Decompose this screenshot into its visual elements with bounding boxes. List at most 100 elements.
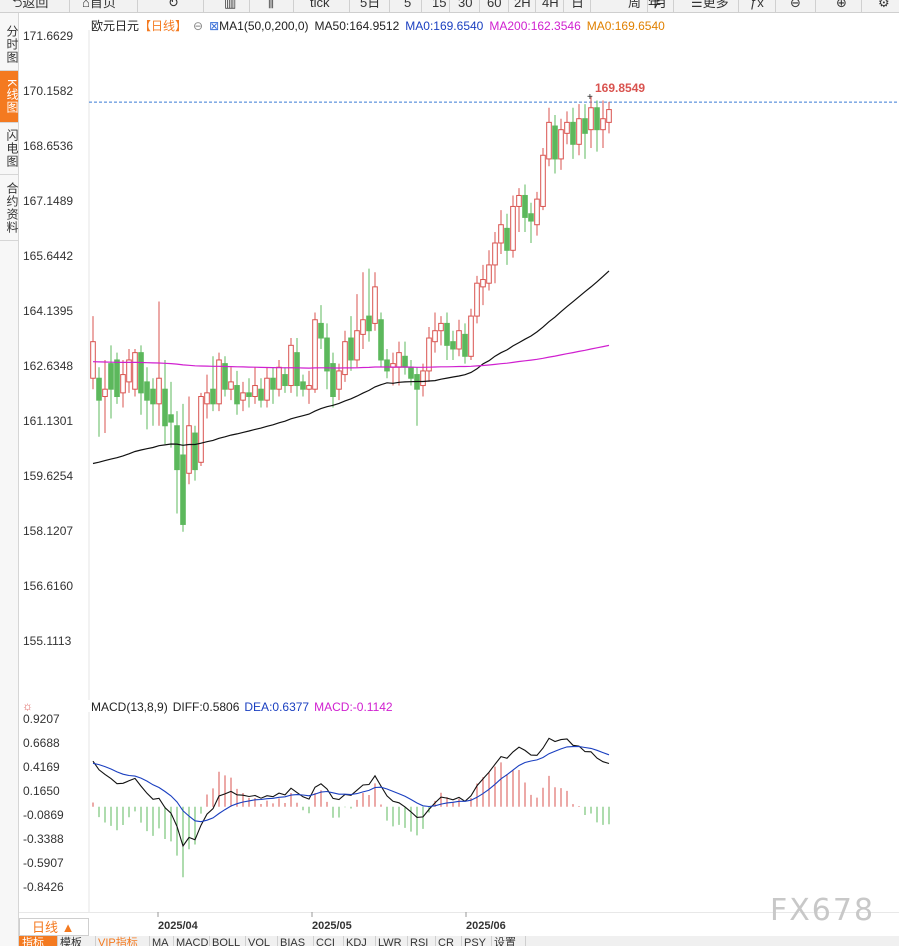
candle-up-body bbox=[306, 385, 312, 390]
period-week[interactable]: 周 bbox=[624, 0, 648, 12]
indicator-tab[interactable]: MACD bbox=[173, 936, 210, 946]
candle-up-body bbox=[312, 319, 318, 390]
candle bbox=[588, 96, 594, 148]
indicator-tab[interactable]: KDJ bbox=[343, 936, 376, 946]
period-15[interactable]: 15 bbox=[428, 0, 450, 12]
candle bbox=[108, 345, 114, 419]
candle bbox=[336, 363, 342, 401]
candle-down-body bbox=[318, 322, 324, 339]
indicator-tab[interactable]: RSI bbox=[407, 936, 436, 946]
macd-axis-label: -0.0869 bbox=[23, 808, 64, 822]
symbol-name: 欧元日元 bbox=[91, 19, 140, 33]
candle-down-body bbox=[300, 381, 306, 390]
candle bbox=[468, 308, 474, 360]
indicator-tab[interactable]: LWR bbox=[375, 936, 408, 946]
candle-down-body bbox=[378, 319, 384, 361]
candle bbox=[246, 378, 252, 408]
price-axis-label: 171.6629 bbox=[23, 30, 73, 43]
more-button[interactable]: ☰更多 bbox=[687, 0, 739, 12]
home-icon: ⌂ bbox=[82, 0, 90, 10]
back-button[interactable]: ⮌返回 bbox=[8, 0, 70, 12]
indicator-icon[interactable]: ⊠ bbox=[209, 19, 220, 33]
formula-button[interactable]: ƒx bbox=[746, 0, 776, 12]
candle-up-body bbox=[360, 319, 366, 335]
indicator-tab[interactable]: CCI bbox=[313, 936, 344, 946]
candle bbox=[330, 352, 336, 408]
indicator-tab[interactable]: 设置 bbox=[491, 936, 526, 946]
candle bbox=[252, 367, 258, 404]
period-year[interactable]: 年 bbox=[648, 0, 662, 10]
date-label: 2025/06 bbox=[466, 920, 506, 932]
zoom-out-button[interactable]: ⊖ bbox=[786, 0, 816, 12]
indicator-tab[interactable]: VOL bbox=[245, 936, 278, 946]
candle-up-body bbox=[588, 107, 594, 131]
candle bbox=[228, 367, 234, 401]
period-4h[interactable]: 4H bbox=[538, 0, 564, 12]
period-2h[interactable]: 2H bbox=[510, 0, 536, 12]
candle-down-body bbox=[258, 388, 264, 401]
candle-down-body bbox=[210, 388, 216, 405]
macd-axis-label: 0.9207 bbox=[23, 712, 60, 726]
candle bbox=[324, 323, 330, 390]
tab-kline[interactable]: K线图 bbox=[0, 71, 19, 123]
tab-timeshare[interactable]: 分时图 bbox=[0, 19, 19, 71]
toolbar-spacer bbox=[676, 0, 684, 12]
settings-button[interactable]: ⚙ bbox=[874, 0, 899, 12]
candle bbox=[396, 341, 402, 386]
period-tick[interactable]: tick bbox=[306, 0, 350, 12]
bar-chart-icon: ▥ bbox=[224, 0, 237, 10]
candle-up-body bbox=[372, 286, 378, 324]
indicator-tab[interactable]: PSY bbox=[461, 936, 492, 946]
period-day[interactable]: 日 bbox=[567, 0, 591, 12]
price-axis-label: 155.1113 bbox=[23, 634, 72, 648]
candle bbox=[426, 327, 432, 382]
candle bbox=[162, 359, 168, 445]
candle-down-body bbox=[270, 377, 276, 390]
candle-down-body bbox=[408, 366, 414, 379]
chart-type-button[interactable]: ▥ bbox=[220, 0, 250, 12]
period-60[interactable]: 60 bbox=[483, 0, 509, 12]
zoom-in-button[interactable]: ⊕ bbox=[832, 0, 862, 12]
candle bbox=[144, 367, 150, 430]
ma-setting[interactable]: MA1(50,0,200,0) bbox=[219, 19, 309, 33]
candle bbox=[504, 213, 510, 265]
candle-down-body bbox=[168, 414, 174, 423]
tab-flash-chart[interactable]: 闪电图 bbox=[0, 123, 19, 175]
macd-chart[interactable]: 0.9207 0.6688 0.4169 0.1650 -0.0869 -0.3388 -0… bbox=[19, 712, 899, 912]
indicator-tab[interactable]: VIP指标 bbox=[95, 936, 150, 946]
candle bbox=[534, 191, 540, 236]
candle-up-body bbox=[492, 242, 498, 266]
home-button[interactable]: ⌂首页 bbox=[78, 0, 138, 12]
indicator-tab[interactable]: 指标 bbox=[19, 936, 58, 946]
gear-icon: ⚙ bbox=[878, 0, 890, 10]
candle bbox=[258, 378, 264, 408]
refresh-button[interactable]: ↻ bbox=[164, 0, 204, 12]
candle bbox=[438, 316, 444, 346]
candle bbox=[216, 352, 222, 412]
macd-settings-icon[interactable]: ☼ bbox=[22, 699, 33, 713]
period-30[interactable]: 30 bbox=[454, 0, 480, 12]
zoom-out-icon: ⊖ bbox=[790, 0, 801, 10]
day-selector[interactable]: 日线 ▲ bbox=[19, 918, 89, 936]
candle-type-button[interactable]: ⫼ bbox=[264, 0, 294, 12]
period-month[interactable]: 月 bbox=[650, 0, 674, 12]
tab-contract-info[interactable]: 合约资料 bbox=[0, 175, 19, 241]
candlestick-chart[interactable]: 171.6629 170.1582 168.6536 167.1489 165.6442… bbox=[19, 30, 899, 700]
indicator-tab[interactable]: 模板 bbox=[57, 936, 96, 946]
period-5day[interactable]: 5日 bbox=[356, 0, 390, 12]
candle bbox=[150, 378, 156, 426]
indicator-tab[interactable]: BIAS bbox=[277, 936, 314, 946]
candle-up-body bbox=[276, 366, 282, 390]
candle bbox=[90, 316, 96, 390]
indicator-tab[interactable]: MA bbox=[149, 936, 174, 946]
collapse-icon[interactable]: ⊖ bbox=[193, 19, 204, 33]
macd-axis-label: -0.8426 bbox=[23, 880, 64, 894]
indicator-tab[interactable]: CR bbox=[435, 936, 462, 946]
candle bbox=[474, 275, 480, 324]
period-5[interactable]: 5 bbox=[400, 0, 422, 12]
candle-down-body bbox=[180, 454, 186, 525]
candle-down-body bbox=[366, 315, 372, 332]
candle-up-body bbox=[252, 385, 258, 398]
candle bbox=[204, 374, 210, 419]
indicator-tab[interactable]: BOLL bbox=[209, 936, 246, 946]
